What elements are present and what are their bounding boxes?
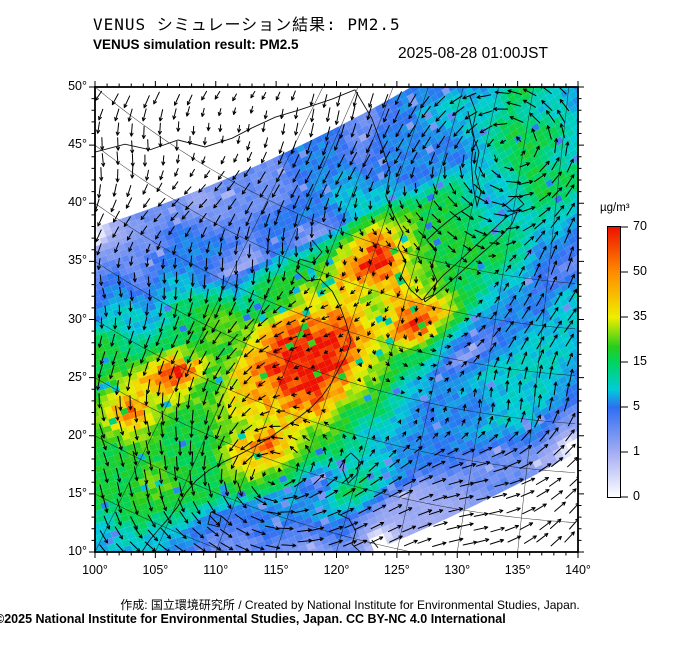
y-axis-tick-label: 30°: [68, 311, 87, 326]
y-axis-tick-label: 10°: [68, 544, 87, 558]
x-axis-tick-label: 135°: [504, 563, 531, 577]
x-axis-tick-label: 125°: [383, 563, 410, 577]
colorbar-tick-label: 0: [633, 489, 640, 503]
y-axis-tick-label: 20°: [68, 427, 87, 442]
colorbar-tick-label: 50: [633, 264, 647, 278]
y-axis-tick-label: 15°: [68, 485, 87, 500]
page-title-jp: VENUS シミュレーション結果: PM2.5: [93, 15, 401, 34]
colorbar-unit-label: µg/m³: [600, 202, 630, 214]
x-axis-tick-label: 120°: [323, 563, 350, 577]
colorbar-tick-label: 15: [633, 354, 647, 368]
attribution-line: 作成: 国立環境研究所 / Created by National Instit…: [120, 598, 580, 612]
y-axis-tick-label: 35°: [68, 253, 87, 268]
x-axis-tick-label: 130°: [444, 563, 471, 577]
x-axis-tick-label: 100°: [82, 563, 108, 577]
colorbar-tick-label: 70: [633, 219, 647, 233]
y-axis-tick-label: 50°: [68, 79, 87, 93]
y-axis-tick-label: 45°: [68, 137, 87, 152]
page-title-en: VENUS simulation result: PM2.5: [93, 37, 299, 52]
colorbar-tick-label: 35: [633, 309, 647, 323]
x-axis-tick-label: 115°: [263, 563, 289, 577]
datetime-label: 2025-08-28 01:00JST: [398, 45, 548, 62]
x-axis-tick-label: 105°: [142, 563, 169, 577]
copyright-line: ©2025 National Institute for Environment…: [0, 612, 506, 626]
colorbar-tick-label: 1: [633, 444, 640, 458]
x-axis-tick-label: 140°: [565, 563, 591, 577]
y-axis-tick-label: 40°: [68, 195, 87, 210]
y-axis-tick-label: 25°: [68, 369, 87, 384]
x-axis-tick-label: 110°: [203, 563, 229, 577]
colorbar-tick-label: 5: [633, 399, 640, 413]
